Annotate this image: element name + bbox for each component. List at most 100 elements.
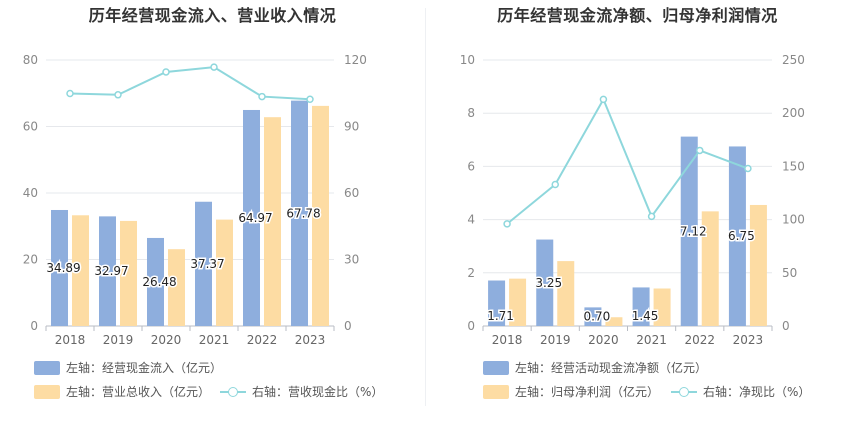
data-label: 26.48 (142, 275, 176, 289)
y-right-tick-label: 0 (344, 319, 352, 333)
legend-label: 右轴：净现比（%） (703, 385, 811, 399)
bar (536, 239, 554, 326)
data-label: 37.37 (190, 257, 224, 271)
chart-panel-cash-inflow: 历年经营现金流入、营业收入情况 0 20 40 60 80 0 30 60 90 120 2018 2… (23, 6, 384, 400)
bar (749, 204, 767, 326)
bar (680, 136, 698, 326)
chart-title: 历年经营现金流净额、归母净利润情况 (497, 6, 778, 25)
y-left-tick-label: 80 (23, 53, 38, 67)
line-point (503, 220, 511, 228)
x-tick-label: 2019 (540, 333, 571, 347)
bar (99, 216, 116, 326)
y-left-tick-label: 2 (467, 266, 475, 280)
bar (605, 317, 623, 326)
data-label: 7.12 (680, 224, 707, 238)
line-point (599, 95, 608, 104)
legend-label: 左轴：经营现金流入（亿元） (66, 361, 223, 375)
bar (488, 280, 506, 326)
x-tick-label: 2018 (492, 333, 523, 347)
data-label: 64.97 (238, 211, 272, 225)
bar (216, 219, 233, 326)
bar (168, 249, 185, 326)
line-point (306, 95, 314, 103)
x-tick-label: 2018 (55, 333, 86, 347)
x-tick-label: 2023 (733, 333, 764, 347)
bar (72, 215, 89, 326)
data-label: 34.89 (46, 261, 80, 275)
y-left-tick-label: 10 (460, 53, 475, 67)
y-right-tick-label: 100 (782, 213, 805, 227)
legend-item-net-operating-cash[interactable]: 左轴：经营活动现金流净额（亿元） (483, 359, 707, 376)
x-tick-label: 2020 (588, 333, 619, 347)
line-point (551, 180, 559, 189)
bar (701, 211, 719, 326)
legend-bar-swatch-icon (34, 384, 60, 399)
legend-bar-swatch-icon (483, 384, 509, 399)
legend-item-revenue[interactable]: 左轴：营业总收入（亿元） (34, 383, 210, 400)
y-left-tick-label: 60 (23, 120, 38, 134)
legend-item-cash-inflow[interactable]: 左轴：经营现金流入（亿元） (34, 359, 222, 376)
y-right-tick-label: 150 (782, 159, 805, 173)
legend-bar-swatch-icon (34, 360, 60, 375)
bar (653, 288, 671, 326)
y-right-tick-label: 50 (782, 266, 797, 280)
y-left-tick-label: 6 (467, 159, 475, 173)
legend-item-net-cash-ratio[interactable]: 右轴：净现比（%） (671, 383, 810, 400)
y-left-tick-label: 20 (23, 253, 38, 267)
legend-line-swatch-icon (671, 385, 697, 399)
bar (557, 261, 575, 326)
bar (291, 100, 308, 326)
y-left-tick-label: 40 (23, 186, 38, 200)
legend-label: 右轴：营收现金比（%） (252, 385, 384, 399)
line-point (647, 212, 656, 221)
y-right-tick-label: 30 (344, 253, 359, 267)
x-tick-label: 2021 (636, 333, 667, 347)
line-point (162, 68, 170, 76)
cash-inflow-chart: 0 20 40 60 80 0 30 60 90 120 2018 2019 2020 2021 2022 2… (23, 53, 367, 347)
data-label: 32.97 (94, 264, 128, 278)
bar (632, 287, 650, 326)
bar (147, 237, 164, 326)
y-right-tick-label: 60 (344, 186, 359, 200)
bar (312, 105, 329, 326)
x-tick-label: 2019 (103, 333, 134, 347)
panel-divider (425, 8, 426, 406)
series-line (69, 66, 311, 101)
y-right-tick-label: 250 (782, 53, 805, 67)
line-point (696, 146, 704, 155)
data-label: 67.78 (286, 206, 320, 220)
y-right-tick-label: 200 (782, 106, 805, 120)
bar (120, 220, 137, 326)
data-label: 1.45 (632, 309, 659, 323)
line-point (744, 164, 752, 173)
legend-label: 左轴：归母净利润（亿元） (515, 385, 660, 399)
y-right-tick-label: 90 (344, 120, 359, 134)
bar (243, 109, 260, 326)
y-left-tick-label: 8 (467, 106, 475, 120)
x-tick-label: 2020 (151, 333, 182, 347)
data-label: 1.71 (487, 309, 514, 323)
y-right-tick-label: 120 (344, 53, 367, 67)
y-left-tick-label: 0 (30, 319, 38, 333)
data-label: 3.25 (535, 276, 562, 290)
legend-label: 左轴：营业总收入（亿元） (66, 385, 211, 399)
legend-bar-swatch-icon (483, 360, 509, 375)
legend-item-revenue-cash-ratio[interactable]: 右轴：营收现金比（%） (220, 383, 383, 400)
chart-panel-net-cash: 历年经营现金流净额、归母净利润情况 0 2 4 6 8 10 0 50 100 150 200 250… (425, 0, 850, 437)
line-point (66, 89, 74, 98)
legend-label: 左轴：经营活动现金流净额（亿元） (515, 361, 708, 375)
series-line (506, 97, 749, 225)
data-label: 0.70 (584, 310, 611, 324)
legend-item-net-profit[interactable]: 左轴：归母净利润（亿元） (483, 383, 659, 400)
bar (728, 146, 746, 326)
data-label: 6.75 (728, 229, 755, 243)
y-right-tick-label: 0 (782, 319, 790, 333)
bar (509, 278, 527, 326)
y-left-tick-label: 0 (467, 319, 475, 333)
bar (264, 117, 281, 326)
bar (195, 201, 212, 326)
x-tick-label: 2022 (247, 333, 278, 347)
x-tick-label: 2022 (684, 333, 715, 347)
line-point (210, 63, 218, 71)
